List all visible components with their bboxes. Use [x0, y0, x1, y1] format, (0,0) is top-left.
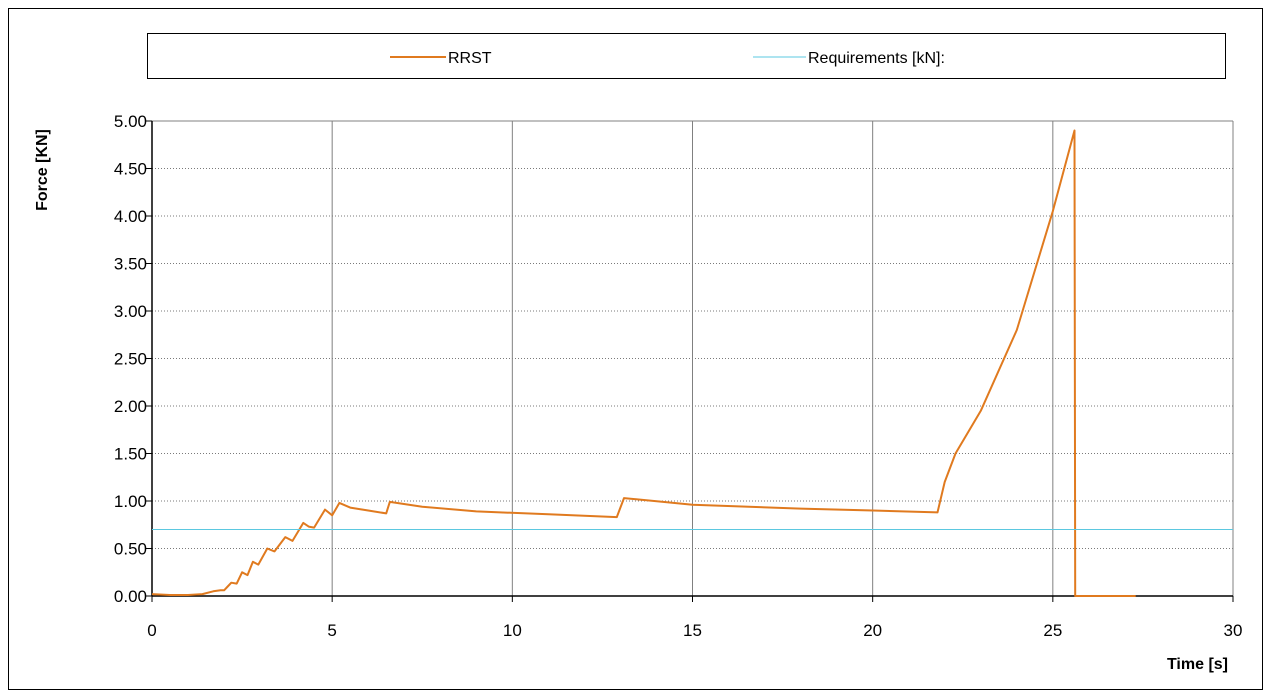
y-tick-label: 4.00 — [114, 207, 147, 226]
y-tick-label: 1.50 — [114, 445, 147, 464]
y-tick-label: 3.00 — [114, 302, 147, 321]
chart-frame — [8, 8, 1263, 690]
plot-series — [151, 129, 1233, 597]
series-line-rrst — [151, 129, 1136, 597]
gridlines — [152, 120, 1233, 596]
y-tick-label: 5.00 — [114, 112, 147, 131]
legend: RRST Requirements [kN]: — [390, 50, 945, 67]
y-tick-label: 2.00 — [114, 397, 147, 416]
y-tick-label: 0.00 — [114, 587, 147, 606]
x-tick-label: 5 — [327, 621, 336, 640]
y-tick-label: 3.50 — [114, 255, 147, 274]
legend-label-requirements: Requirements [kN]: — [808, 50, 945, 67]
y-tick-label: 0.50 — [114, 540, 147, 559]
x-tick-label: 15 — [683, 621, 702, 640]
x-tick-label: 30 — [1224, 621, 1243, 640]
x-tick-label: 0 — [147, 621, 156, 640]
y-tick-label: 2.50 — [114, 350, 147, 369]
y-tick-label: 4.50 — [114, 160, 147, 179]
axes: 0.00 0.50 1.00 1.50 2.00 2.50 3.00 3.50 4.00 4.50… — [114, 112, 1243, 640]
x-tick-label: 10 — [503, 621, 522, 640]
x-axis-title: Time [s] — [1167, 656, 1228, 673]
x-tick-label: 20 — [863, 621, 882, 640]
x-tick-label: 25 — [1043, 621, 1062, 640]
y-axis-title: Force [KN] — [34, 129, 51, 211]
y-tick-label: 1.00 — [114, 492, 147, 511]
legend-label-rrst: RRST — [448, 50, 492, 67]
legend-box — [147, 33, 1226, 79]
